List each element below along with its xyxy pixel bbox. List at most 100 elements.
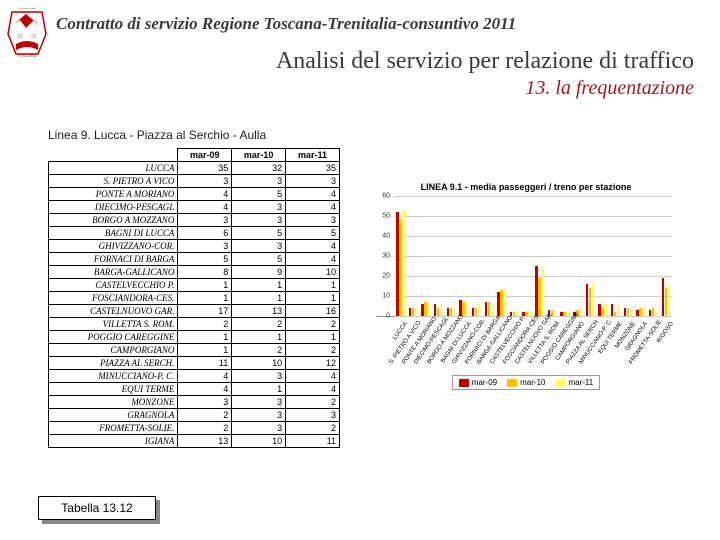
value-cell: 9 [232,266,286,279]
value-cell: 1 [232,279,286,292]
value-cell: 3 [232,409,286,422]
bar [478,304,481,316]
table-row: CASTELNUOVO GAR.171316 [49,305,340,318]
y-tick-label: 50 [376,213,390,220]
value-cell: 32 [232,162,286,175]
col-header: mar-11 [286,149,340,162]
station-cell: FROMETTA-SOLIE. [49,422,178,435]
station-cell: FOSCIANDORA-CES. [49,292,178,305]
value-cell: 3 [232,396,286,409]
content-area: mar-09 mar-10 mar-11 LUCCA353235S. PIETR… [48,148,720,448]
y-tick-label: 20 [376,273,390,280]
value-cell: 4 [286,370,340,383]
station-cell: BORGO A MOZZANO [49,214,178,227]
table-row: BAGNI DI LUCCA655 [49,227,340,240]
bar-group [407,308,420,316]
value-cell: 4 [178,188,232,201]
station-cell: CASTELNUOVO GAR. [49,305,178,318]
value-cell: 5 [232,253,286,266]
chart-x-axis: LUCCAS. PIETRO A VICOPONTE A MORIANODIEC… [394,317,676,371]
value-cell: 5 [232,188,286,201]
value-cell: 4 [178,383,232,396]
col-header: mar-09 [178,149,232,162]
main-title: Analisi del servizio per relazione di tr… [56,48,694,75]
value-cell: 12 [286,357,340,370]
bar [491,304,494,316]
value-cell: 4 [286,188,340,201]
table-row: FOSCIANDORA-CES.111 [49,292,340,305]
value-cell: 1 [178,344,232,357]
bar-group [596,304,609,316]
bar [528,312,531,316]
value-cell: 4 [178,201,232,214]
header-text-block: Contratto di servizio Regione Toscana-Tr… [56,8,710,100]
station-cell: BARGA-GALLICANO [49,266,178,279]
bar [592,282,595,316]
value-cell: 1 [286,292,340,305]
table-row: FROMETTA-SOLIE.232 [49,422,340,435]
bar-group [609,304,622,316]
bar [566,312,569,316]
value-cell: 11 [178,357,232,370]
bar [604,304,607,316]
regione-toscana-logo: REGIONE TOSCANA [6,8,48,58]
bar [516,312,519,316]
value-cell: 2 [178,318,232,331]
y-tick-label: 40 [376,233,390,240]
bar [440,304,443,316]
bar-group [482,302,495,316]
table-row: POGGIO CAREGGINE111 [49,331,340,344]
station-cell: PIAZZA AL SERCH. [49,357,178,370]
value-cell: 13 [178,435,232,448]
value-cell: 10 [232,357,286,370]
station-cell: VILLETTA S. ROM. [49,318,178,331]
bar [668,284,671,316]
value-cell: 16 [286,305,340,318]
chart-legend: mar-09mar-10mar-11 [452,375,600,390]
table-row: DIECIMO-PESCAGL434 [49,201,340,214]
value-cell: 1 [178,331,232,344]
station-cell: S. PIETRO A VICO [49,175,178,188]
value-cell: 3 [286,175,340,188]
value-cell: 3 [178,175,232,188]
value-cell: 4 [286,201,340,214]
value-cell: 1 [232,383,286,396]
value-cell: 1 [232,292,286,305]
table-row: CAMPORGIANO122 [49,344,340,357]
value-cell: 3 [178,396,232,409]
value-cell: 4 [286,253,340,266]
bar [630,310,633,316]
legend-swatch [507,379,517,387]
value-cell: 2 [286,344,340,357]
legend-label: mar-10 [520,378,545,387]
value-cell: 3 [286,409,340,422]
table-row: MINUCCIANO-P. C.434 [49,370,340,383]
value-cell: 1 [178,279,232,292]
station-cell: PONTE A MORIANO [49,188,178,201]
legend-swatch [459,379,469,387]
value-cell: 3 [232,201,286,214]
station-cell: IGIANA [49,435,178,448]
value-cell: 2 [232,318,286,331]
y-tick-label: 60 [376,193,390,200]
station-cell: POGGIO CAREGGINE [49,331,178,344]
table-row: BARGA-GALLICANO8910 [49,266,340,279]
bar [465,302,468,316]
blank-header [49,149,178,162]
table-caption-box: Tabella 13.12 [38,496,156,520]
value-cell: 2 [286,318,340,331]
y-tick-label: 30 [376,253,390,260]
bar [642,308,645,316]
table-row: EQUI TERME414 [49,383,340,396]
value-cell: 5 [286,227,340,240]
table-row: BORGO A MOZZANO333 [49,214,340,227]
value-cell: 11 [286,435,340,448]
legend-item: mar-10 [507,378,545,387]
legend-label: mar-09 [472,378,497,387]
value-cell: 10 [232,435,286,448]
bar-group [419,302,432,316]
bar-group [470,304,483,316]
bar [655,310,658,316]
caption-label: Tabella 13.12 [38,496,156,520]
value-cell: 35 [178,162,232,175]
